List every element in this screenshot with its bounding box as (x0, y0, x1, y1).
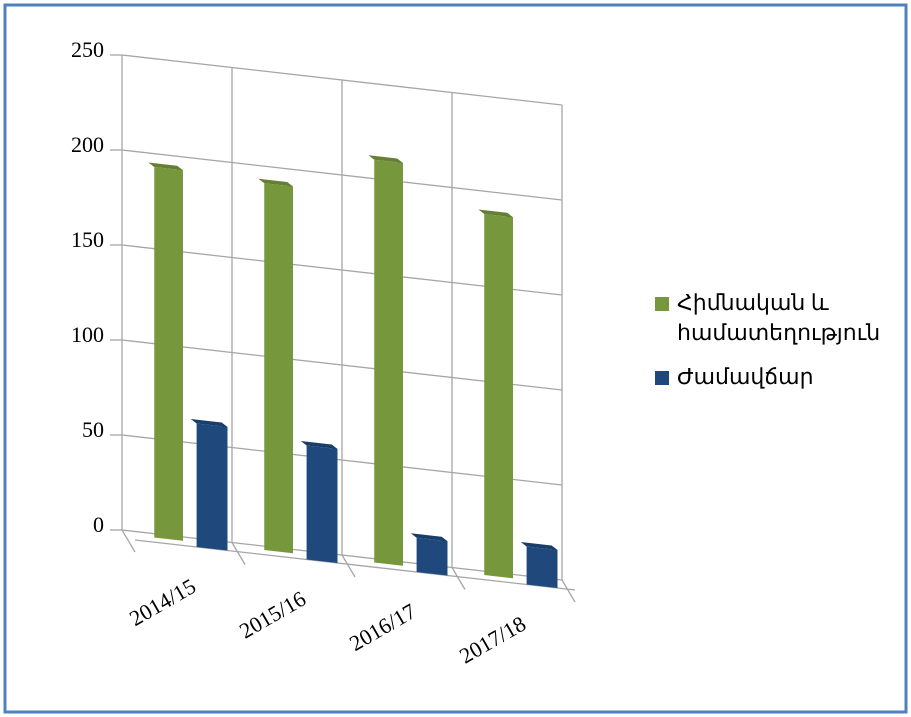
x-tick-label: 2017/18 (455, 611, 530, 669)
bar (258, 178, 293, 554)
bar (520, 542, 558, 588)
bar-front (306, 445, 338, 563)
bar (410, 533, 448, 576)
legend-label: Հիմնական և համատեղություն (677, 290, 881, 345)
bar (478, 209, 513, 579)
bar-top (410, 533, 448, 542)
bar-front (526, 546, 558, 588)
floor-line (451, 567, 466, 590)
floor-line (121, 529, 136, 553)
bar-front (484, 214, 513, 579)
bar-front (416, 537, 448, 576)
bar (300, 441, 338, 563)
floor-line (561, 579, 576, 603)
y-tick-label: 200 (71, 132, 104, 157)
bar-top (478, 209, 513, 218)
bar-front (196, 423, 228, 551)
bar-front (264, 183, 293, 554)
bar-top (148, 162, 183, 171)
y-tick-label: 150 (71, 227, 104, 252)
bar-top (368, 155, 403, 163)
x-tick-label: 2016/17 (345, 598, 420, 656)
x-tick-label: 2014/15 (125, 573, 200, 631)
legend-swatch (655, 297, 669, 311)
y-tick-label: 250 (71, 37, 104, 62)
bar (148, 162, 183, 541)
legend-item: Ժամավճար (655, 362, 905, 392)
bar-top (300, 441, 338, 449)
y-tick-label: 0 (93, 512, 104, 537)
bar (190, 419, 228, 551)
legend-label: Ժամավճար (677, 364, 814, 389)
bar (368, 155, 403, 566)
x-tick-label: 2015/16 (235, 586, 310, 644)
floor-line (341, 554, 356, 578)
y-tick-label: 100 (71, 322, 104, 347)
bar-top (190, 419, 228, 427)
bar-front (374, 159, 403, 566)
frame (3, 3, 908, 714)
floor-line (231, 542, 246, 565)
legend: Հիմնական և համատեղություն Ժամավճար (655, 288, 905, 406)
bar-front (154, 167, 183, 541)
legend-item: Հիմնական և համատեղություն (655, 288, 905, 348)
bar-top (520, 542, 558, 550)
bar-top (258, 178, 293, 187)
legend-swatch (655, 371, 669, 385)
y-tick-label: 50 (82, 417, 104, 442)
